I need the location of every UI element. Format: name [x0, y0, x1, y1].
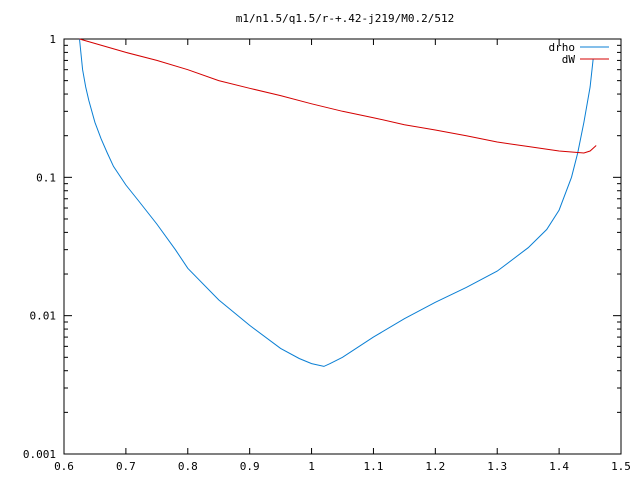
plot-frame — [63, 38, 622, 455]
y-tick-label: 1 — [49, 33, 56, 46]
x-tick-label: 0.7 — [116, 460, 136, 473]
x-tick-label: 1.3 — [487, 460, 507, 473]
series-line-drho — [79, 38, 594, 367]
chart-title: m1/n1.5/q1.5/r-+.42-j219/M0.2/512 — [236, 12, 455, 25]
x-tick-label: 1 — [308, 460, 315, 473]
x-tick-label: 0.9 — [240, 460, 260, 473]
x-tick-label: 1.1 — [364, 460, 384, 473]
legend-label: drho — [549, 41, 576, 54]
series-line-dw — [79, 38, 597, 154]
x-tick-label: 1.2 — [425, 460, 445, 473]
series-layer — [79, 38, 597, 367]
y-tick-label: 0.1 — [36, 171, 56, 184]
x-tick-label: 0.6 — [54, 460, 74, 473]
axes: 0.6 0.7 0.8 0.9 1 1.1 1.2 1.3 1.4 1.5 0.001 0.01 0.1… — [23, 33, 631, 473]
x-tick-label: 0.8 — [178, 460, 198, 473]
y-tick-label: 0.001 — [23, 448, 56, 461]
legend-label: dW — [562, 53, 576, 66]
x-tick-label: 1.4 — [549, 460, 569, 473]
x-tick-label: 1.5 — [611, 460, 631, 473]
y-tick-label: 0.01 — [30, 310, 57, 323]
